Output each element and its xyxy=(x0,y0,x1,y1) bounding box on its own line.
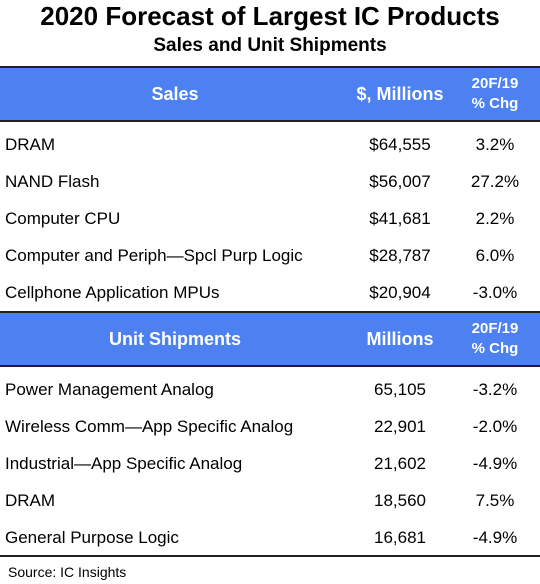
product-label: DRAM xyxy=(5,135,56,154)
table-row: DRAM $64,555 3.2% xyxy=(0,126,540,163)
sales-header-row: Sales $, Millions 20F/19 % Chg xyxy=(0,66,540,122)
product-label: General Purpose Logic xyxy=(5,528,179,547)
table-row: General Purpose Logic 16,681 -4.9% xyxy=(0,519,540,556)
table-row: DRAM 18,560 7.5% xyxy=(0,482,540,519)
change-cell: 3.2% xyxy=(475,135,515,154)
sales-header-label: Sales xyxy=(151,83,199,104)
shipments-header-change-line1: 20F/19 xyxy=(471,320,519,337)
change-cell: 6.0% xyxy=(475,246,515,265)
sales-table: Sales $, Millions 20F/19 % Chg DRAM $64,… xyxy=(0,66,540,311)
value-cell: 22,901 xyxy=(374,417,426,436)
table-row: Wireless Comm—App Specific Analog 22,901… xyxy=(0,408,540,445)
sales-header-change: 20F/19 % Chg xyxy=(450,68,540,120)
sales-header-change-line1: 20F/19 xyxy=(471,75,519,92)
product-label: DRAM xyxy=(5,491,56,510)
chart-subtitle: Sales and Unit Shipments xyxy=(153,35,387,56)
sales-header-change-line2: % Chg xyxy=(471,95,519,112)
change-cell: -4.9% xyxy=(472,454,518,473)
product-label: Industrial—App Specific Analog xyxy=(5,454,243,473)
value-cell: $64,555 xyxy=(369,135,431,154)
table-row: Industrial—App Specific Analog 21,602 -4… xyxy=(0,445,540,482)
shipments-header-change: 20F/19 % Chg xyxy=(450,313,540,365)
product-label: NAND Flash xyxy=(5,172,100,191)
table-row: NAND Flash $56,007 27.2% xyxy=(0,163,540,200)
value-cell: $20,904 xyxy=(369,283,431,302)
sales-header-value: $, Millions xyxy=(356,83,444,104)
shipments-header-row: Unit Shipments Millions 20F/19 % Chg xyxy=(0,311,540,367)
change-cell: 2.2% xyxy=(475,209,515,228)
shipments-table: Unit Shipments Millions 20F/19 % Chg Pow… xyxy=(0,311,540,556)
shipments-header-change-line2: % Chg xyxy=(471,340,519,357)
change-cell: -3.2% xyxy=(472,380,518,399)
source-note: Source: IC Insights xyxy=(8,564,127,580)
change-cell: -2.0% xyxy=(472,417,518,436)
table-row: Power Management Analog 65,105 -3.2% xyxy=(0,371,540,408)
product-label: Wireless Comm—App Specific Analog xyxy=(5,417,294,436)
chart-title: 2020 Forecast of Largest IC Products xyxy=(40,1,500,31)
value-cell: 18,560 xyxy=(374,491,426,510)
table-row: Computer CPU $41,681 2.2% xyxy=(0,200,540,237)
value-cell: 16,681 xyxy=(374,528,426,547)
change-cell: 7.5% xyxy=(475,491,515,510)
change-cell: -4.9% xyxy=(472,528,518,547)
shipments-rows: Power Management Analog 65,105 -3.2% Wir… xyxy=(0,367,540,556)
product-label: Power Management Analog xyxy=(5,380,214,399)
table-bottom-rule xyxy=(0,555,540,557)
sales-rows: DRAM $64,555 3.2% NAND Flash $56,007 27.… xyxy=(0,122,540,311)
value-cell: $41,681 xyxy=(369,209,431,228)
table-row: Cellphone Application MPUs $20,904 -3.0% xyxy=(0,274,540,311)
value-cell: 65,105 xyxy=(374,380,426,399)
product-label: Computer and Periph—Spcl Purp Logic xyxy=(5,246,303,265)
value-cell: $28,787 xyxy=(369,246,431,265)
shipments-header-value: Millions xyxy=(366,328,434,349)
shipments-header-label: Unit Shipments xyxy=(108,328,241,349)
change-cell: -3.0% xyxy=(472,283,518,302)
product-label: Cellphone Application MPUs xyxy=(5,283,220,302)
value-cell: $56,007 xyxy=(369,172,431,191)
product-label: Computer CPU xyxy=(5,209,121,228)
change-cell: 27.2% xyxy=(470,172,520,191)
value-cell: 21,602 xyxy=(374,454,426,473)
table-row: Computer and Periph—Spcl Purp Logic $28,… xyxy=(0,237,540,274)
